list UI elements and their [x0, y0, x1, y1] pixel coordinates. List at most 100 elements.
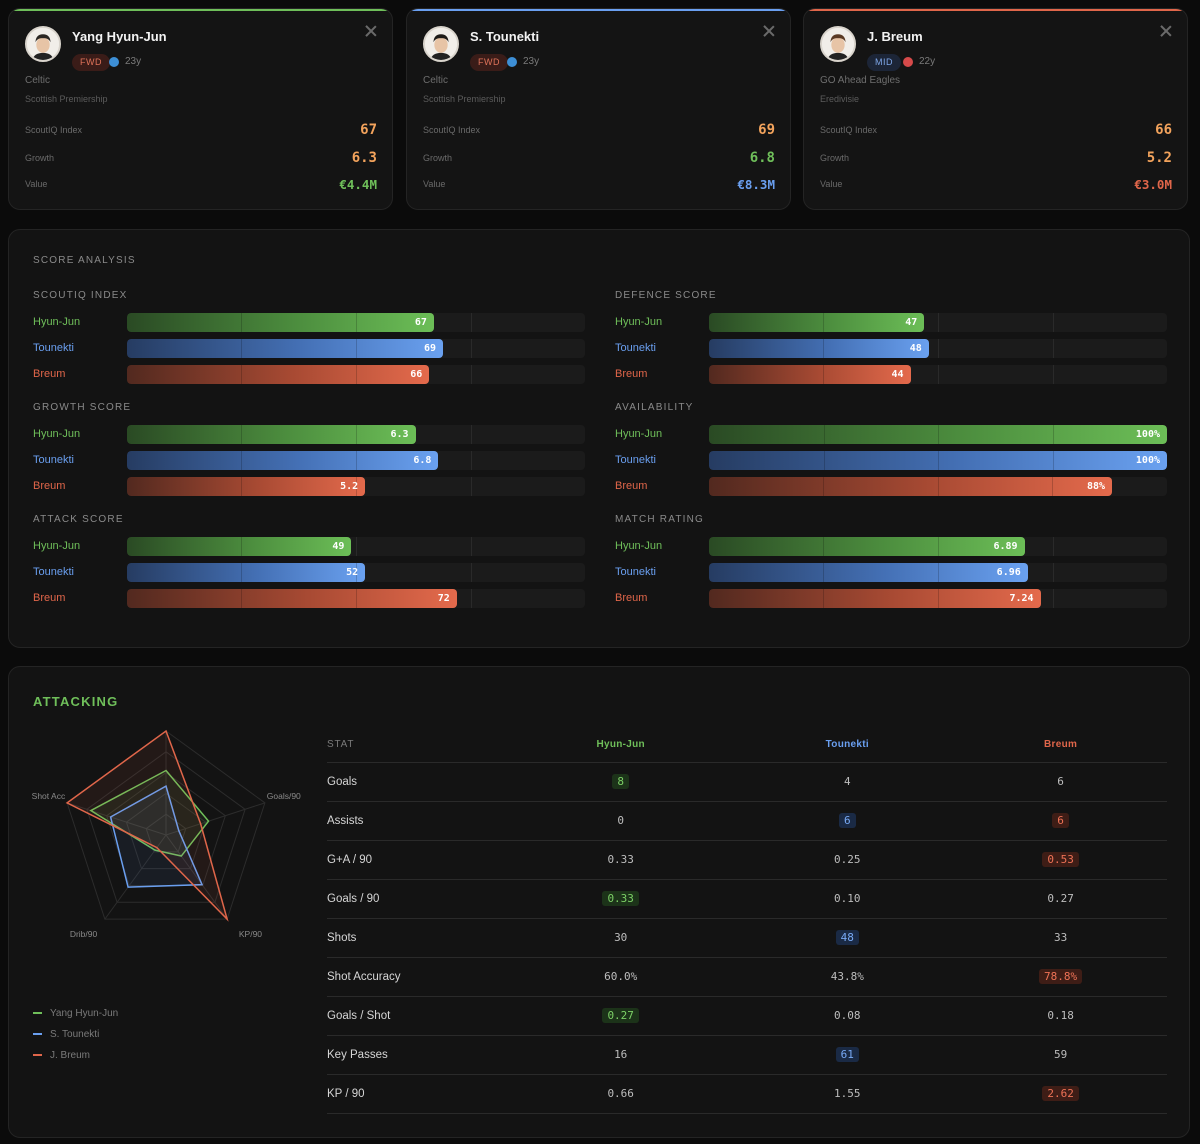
stat-value-cell: 0.08 — [740, 996, 955, 1036]
legend-swatch — [33, 1054, 42, 1057]
score-bar: 47 — [709, 313, 925, 332]
score-bar: 6.8 — [127, 451, 439, 470]
scoutiq-value: 66 — [1155, 122, 1172, 138]
bar-grid-tick — [1052, 451, 1054, 470]
stat-value: 0.27 — [1047, 892, 1074, 905]
radar-axis-label: Drib/90 — [70, 929, 98, 939]
position-badge: FWD — [72, 54, 110, 71]
scoutiq-value: 67 — [360, 122, 377, 138]
radar-series-2 — [109, 785, 204, 888]
bar-grid-tick — [241, 537, 243, 556]
value-label: Value — [25, 179, 48, 189]
legend-label: Yang Hyun-Jun — [50, 1008, 119, 1019]
scoutiq-label: ScoutIQ Index — [423, 125, 481, 135]
stat-name: Assists — [327, 801, 501, 841]
player-column-header: Tounekti — [740, 727, 955, 763]
radar-axis-line — [165, 834, 228, 920]
stat-name: KP / 90 — [327, 1074, 501, 1114]
score-group-title: SCOUTIQ INDEX — [33, 290, 128, 301]
best-value-badge: 2.62 — [1042, 1086, 1079, 1101]
bar-label: Tounekti — [33, 342, 74, 354]
bar-grid-tick — [355, 425, 357, 444]
close-icon[interactable] — [762, 24, 776, 38]
score-bar: 49 — [127, 537, 352, 556]
bar-label: Hyun-Jun — [33, 540, 81, 552]
bar-value: 5.2 — [340, 481, 359, 492]
radar-series-3 — [65, 729, 229, 922]
bar-value: 66 — [410, 369, 423, 380]
bar-track: 100% — [709, 425, 1167, 444]
bar-value: 6.96 — [996, 567, 1021, 578]
nationality-flag-icon — [109, 57, 119, 67]
stat-name: Goals — [327, 762, 501, 802]
close-icon[interactable] — [1159, 24, 1173, 38]
market-value: €4.4M — [339, 177, 377, 192]
best-value-badge: 48 — [835, 930, 859, 945]
avatar — [25, 26, 61, 62]
legend-label: J. Breum — [50, 1050, 91, 1061]
stat-value-cell: 6 — [954, 762, 1167, 802]
score-group-title: GROWTH SCORE — [33, 402, 132, 413]
radar-axis-line — [165, 802, 266, 836]
grid-tick — [470, 563, 472, 582]
stat-value-cell: 0.33 — [501, 840, 741, 880]
best-value-badge: 6 — [1052, 813, 1069, 828]
radar-axis-label: Goals/90 — [267, 791, 301, 801]
grid-tick — [938, 313, 939, 332]
bar-value: 44 — [891, 369, 904, 380]
score-bar: 88% — [709, 477, 1113, 496]
legend-item: S. Tounekti — [33, 1029, 99, 1040]
nationality-flag-icon — [507, 57, 517, 67]
bar-label: Breum — [33, 592, 66, 604]
stat-value: 43.8% — [830, 970, 864, 983]
grid-tick — [470, 451, 472, 470]
player-league: Scottish Premiership — [423, 94, 506, 104]
stat-value: 0 — [617, 814, 624, 827]
stat-value: 0.66 — [607, 1087, 634, 1100]
stat-value: 0.10 — [834, 892, 861, 905]
stat-value-cell: 4 — [740, 762, 955, 802]
radar-series-1 — [89, 769, 210, 857]
growth-label: Growth — [820, 153, 850, 163]
bar-grid-tick — [241, 589, 243, 608]
player-age: 23y — [125, 56, 142, 67]
card-accent-line — [9, 9, 392, 11]
bar-track: 49 — [127, 537, 585, 556]
close-icon[interactable] — [364, 24, 378, 38]
legend-item: J. Breum — [33, 1050, 90, 1061]
legend-item: Yang Hyun-Jun — [33, 1008, 118, 1019]
bar-grid-tick — [355, 563, 357, 582]
stat-value: 16 — [614, 1048, 628, 1061]
attacking-title: ATTACKING — [33, 694, 119, 709]
bar-track: 48 — [709, 339, 1167, 358]
player-column-header: Hyun-Jun — [501, 727, 741, 763]
bar-value: 67 — [414, 317, 427, 328]
player-age: 22y — [919, 56, 936, 67]
bar-grid-tick — [823, 339, 825, 358]
bar-grid-tick — [355, 477, 357, 496]
table-row: Goals 8 4 6 — [327, 762, 1167, 802]
score-bar: 66 — [127, 365, 430, 384]
stat-value-cell: 0.18 — [954, 996, 1167, 1036]
bar-value: 7.24 — [1009, 593, 1034, 604]
card-accent-line — [407, 9, 790, 11]
grid-tick — [1052, 537, 1054, 556]
bar-track: 6.8 — [127, 451, 585, 470]
bar-grid-tick — [241, 563, 243, 582]
grid-tick — [470, 589, 472, 608]
bar-track: 5.2 — [127, 477, 585, 496]
bar-grid-tick — [355, 313, 357, 332]
score-bar: 44 — [709, 365, 911, 384]
score-analysis-panel: SCORE ANALYSIS SCOUTIQ INDEX Hyun-Jun 67 To… — [8, 229, 1190, 648]
grid-tick — [1052, 339, 1054, 358]
bar-label: Hyun-Jun — [33, 316, 81, 328]
bar-value: 48 — [909, 343, 922, 354]
radar-axis-line — [66, 802, 167, 836]
bar-track: 7.24 — [709, 589, 1167, 608]
market-value: €3.0M — [1134, 177, 1172, 192]
bar-label: Breum — [615, 480, 648, 492]
score-group-title: ATTACK SCORE — [33, 514, 124, 525]
stat-value: 59 — [1053, 1048, 1068, 1061]
bar-grid-tick — [355, 365, 357, 384]
bar-label: Hyun-Jun — [615, 540, 663, 552]
